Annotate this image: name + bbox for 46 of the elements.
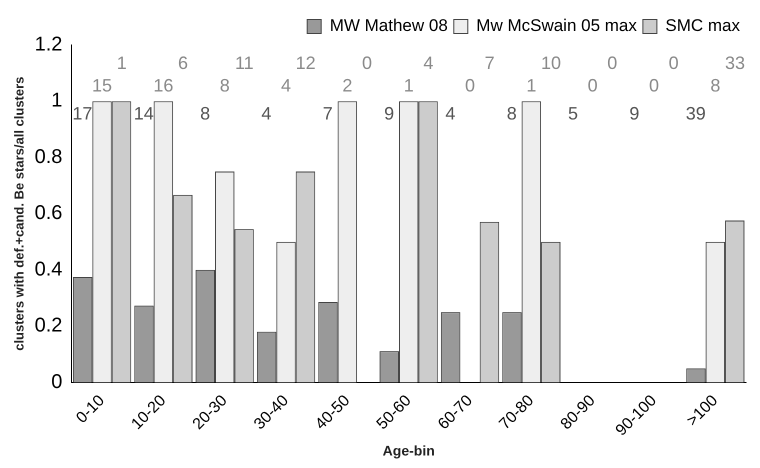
annotation: 8 (710, 76, 720, 96)
annotation: 9 (384, 104, 394, 124)
legend-label: Mw McSwain 05 max (476, 16, 638, 36)
y-tick-label: 1 (51, 90, 62, 112)
legend-label: SMC max (665, 16, 740, 36)
annotation: 12 (296, 53, 316, 74)
annotation: 16 (153, 76, 174, 96)
annotation: 33 (724, 53, 745, 74)
annotation: 0 (649, 76, 660, 96)
annotation: 4 (261, 104, 272, 124)
annotation: 8 (220, 76, 230, 96)
annotation: 0 (362, 53, 372, 74)
y-tick-label: 0.6 (34, 202, 62, 224)
y-axis-title: clusters with def.+cand. Be stars/all clusters (11, 76, 26, 351)
annotation: 17 (72, 104, 92, 124)
annotation: 7 (484, 53, 495, 74)
x-tick-label: 0-10 (73, 392, 108, 427)
y-tick-label: 0.8 (34, 146, 62, 168)
annotation: 9 (629, 104, 640, 124)
annotation: 1 (116, 53, 127, 74)
annotation: 1 (526, 76, 536, 96)
annotation: 4 (423, 53, 434, 74)
annotation: 7 (322, 104, 333, 124)
y-tick-label: 1.2 (34, 34, 62, 56)
annotation: 10 (540, 53, 561, 74)
annotation: 0 (607, 53, 618, 74)
annotation: 11 (235, 53, 254, 74)
y-tick-label: 0.2 (34, 314, 62, 337)
y-tick-label: 0.4 (34, 258, 62, 280)
annotation: 5 (568, 104, 578, 124)
annotation: 8 (200, 104, 210, 124)
annotation: 4 (445, 104, 456, 124)
annotation: 0 (465, 76, 476, 96)
annotation: 2 (342, 76, 352, 96)
annotation: 0 (588, 76, 598, 96)
x-axis-title: Age-bin (382, 442, 435, 458)
annotation: 0 (668, 53, 679, 74)
annotation: 39 (686, 104, 706, 124)
legend-label: MW Mathew 08 (330, 16, 448, 36)
y-tick-label: 0 (51, 370, 62, 393)
annotation: 1 (404, 76, 414, 96)
annotation: 8 (506, 104, 517, 124)
annotation: 14 (134, 104, 154, 124)
annotation: 4 (281, 76, 292, 96)
annotation: 15 (92, 76, 112, 96)
annotation: 6 (178, 53, 188, 74)
